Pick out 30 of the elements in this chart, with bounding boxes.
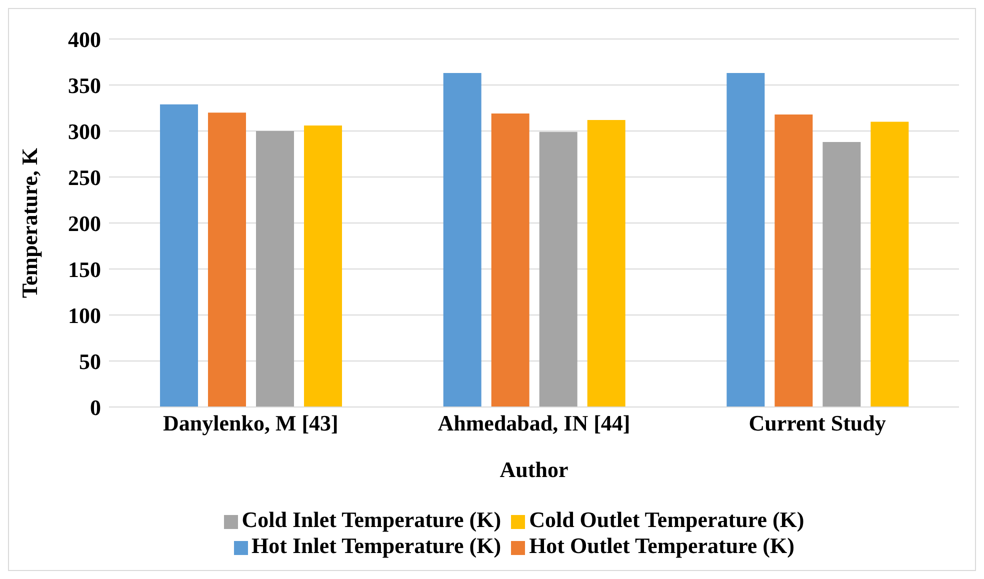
bar xyxy=(539,132,578,407)
x-tick-label: Current Study xyxy=(748,410,886,436)
y-tick-label: 250 xyxy=(68,164,101,190)
legend-label: Hot Inlet Temperature (K) xyxy=(252,533,502,558)
y-tick-label: 400 xyxy=(68,26,101,52)
y-tick-label: 150 xyxy=(68,256,101,282)
y-tick-label: 200 xyxy=(68,210,101,236)
bar xyxy=(491,114,530,407)
y-tick-label: 350 xyxy=(68,72,101,98)
bar xyxy=(160,104,198,407)
legend-label: Hot Outlet Temperature (K) xyxy=(529,533,794,558)
bar xyxy=(587,120,626,407)
bar xyxy=(256,131,294,407)
x-axis-title: Author xyxy=(500,457,568,482)
x-tick-label: Danylenko, M [43] xyxy=(162,410,338,436)
y-tick-label: 0 xyxy=(90,394,101,420)
bar xyxy=(774,114,813,407)
y-tick-label: 300 xyxy=(68,118,101,144)
bar xyxy=(822,142,861,407)
y-tick-label: 100 xyxy=(68,302,101,328)
legend-label: Cold Outlet Temperature (K) xyxy=(529,507,804,532)
y-tick-label: 50 xyxy=(79,348,101,374)
bar xyxy=(443,73,482,407)
x-tick-label: Ahmedabad, IN [44] xyxy=(438,410,630,436)
bar xyxy=(870,122,909,407)
bar xyxy=(726,73,765,407)
y-axis-title: Temperature, K xyxy=(16,148,42,298)
legend-label: Cold Inlet Temperature (K) xyxy=(242,507,502,532)
bar xyxy=(304,125,342,407)
bar xyxy=(208,112,246,407)
